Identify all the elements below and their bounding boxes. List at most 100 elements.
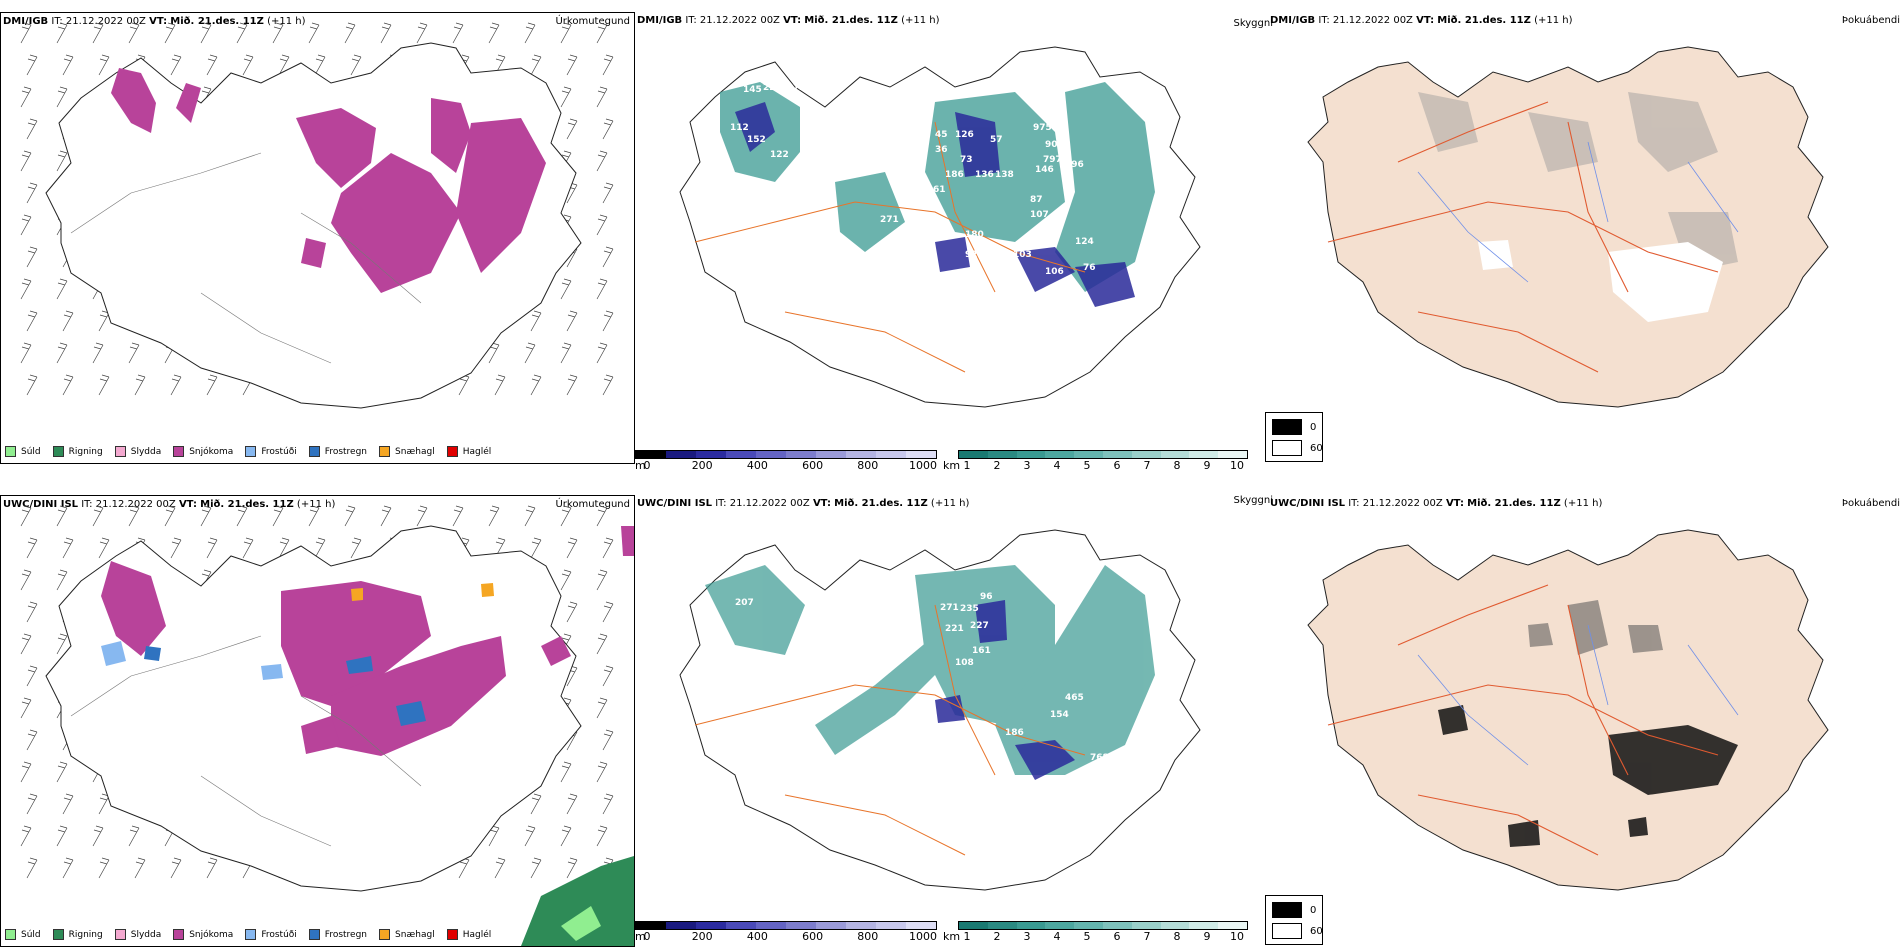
- colorbar-tick: 6: [1113, 459, 1121, 472]
- colorbar-tick: 200: [691, 459, 713, 472]
- wind-barb: [128, 825, 140, 847]
- wind-barb: [560, 825, 572, 847]
- wind-barb: [602, 310, 614, 332]
- wind-barb: [128, 342, 140, 364]
- visibility-colorbar-row1: [958, 450, 1248, 459]
- wind-barb: [92, 342, 104, 364]
- legend-swatch: [173, 929, 185, 940]
- wind-barb: [416, 22, 428, 44]
- cloud-base-value: 103: [1013, 250, 1032, 260]
- wind-barb: [206, 374, 218, 396]
- wind-barb: [134, 857, 146, 879]
- wind-barb: [602, 793, 614, 815]
- colorbar-cell: [906, 922, 936, 929]
- legend-swatch: [52, 446, 64, 457]
- wind-barb: [530, 310, 542, 332]
- legend-item-frostúði: Frostúði: [245, 929, 297, 940]
- wind-barb: [602, 182, 614, 204]
- cloud-base-value: 198: [1000, 786, 1019, 796]
- wind-barb: [206, 54, 218, 76]
- wind-barb: [242, 54, 254, 76]
- fog-header-row2: UWC/DINI ISL IT: 21.12.2022 00Z VT: Mið.…: [1270, 498, 1603, 509]
- wind-barb: [56, 278, 68, 300]
- fog-map-row2: [1307, 529, 1829, 891]
- wind-barb: [128, 22, 140, 44]
- legend-label: Snæhagl: [395, 929, 435, 940]
- legend-swatch: [245, 929, 257, 940]
- colorbar-tick: 0: [643, 459, 651, 472]
- cloud-base-value: 207: [735, 598, 754, 608]
- wind-barb: [26, 374, 38, 396]
- wind-barb: [524, 505, 536, 527]
- wind-barb: [602, 601, 614, 623]
- wind-barb: [530, 793, 542, 815]
- precip-legend-row1: Súld Rigning Slydda Snjókoma Frostúði Frostre…: [5, 446, 503, 457]
- wind-barb: [98, 537, 110, 559]
- wind-barb: [56, 22, 68, 44]
- wind-barb: [452, 505, 464, 527]
- wind-barb: [596, 825, 608, 847]
- wind-barb: [56, 569, 68, 591]
- wind-barb: [56, 633, 68, 655]
- colorbar-tick: 10: [1230, 459, 1244, 472]
- colorbar-cell: [1016, 451, 1046, 458]
- precip-title-row1: Úrkomutegund: [555, 16, 630, 27]
- wind-barb: [236, 22, 248, 44]
- precip-title-row2: Úrkomutegund: [555, 499, 630, 510]
- fog-label-60: 60: [1310, 925, 1323, 937]
- wind-barb: [56, 761, 68, 783]
- colorbar-cell: [846, 451, 876, 458]
- colorbar-cell: [876, 451, 906, 458]
- wind-barb: [92, 22, 104, 44]
- cloud-base-value: 180: [965, 230, 984, 240]
- wind-barb: [560, 505, 572, 527]
- wind-barb: [488, 22, 500, 44]
- cloud-base-colorbar-row1: [635, 450, 937, 459]
- fog-header-row1: DMI/IGB IT: 21.12.2022 00Z VT: Mið. 21.d…: [1270, 15, 1573, 26]
- wind-barb: [566, 54, 578, 76]
- wind-barb: [20, 761, 32, 783]
- wind-barb: [170, 54, 182, 76]
- colorbar-tick: 3: [1023, 459, 1031, 472]
- cloud-base-value: 154: [1050, 710, 1069, 720]
- colorbar-tick: 4: [1053, 930, 1061, 943]
- wind-barb: [602, 246, 614, 268]
- wind-barb: [98, 857, 110, 879]
- wind-barb: [530, 537, 542, 559]
- visibility-ticks-row1: 1 2 3 4 5 6 7 8 9 10: [964, 459, 1249, 473]
- colorbar-cell: [987, 451, 1017, 458]
- wind-barb: [314, 537, 326, 559]
- wind-barb: [272, 505, 284, 527]
- colorbar-cell: [1102, 922, 1132, 929]
- fog-legend-row2: 0 60: [1265, 895, 1323, 945]
- fog-swatch-0: [1272, 902, 1302, 918]
- cloud-base-colorbar-row2: [635, 921, 937, 930]
- colorbar-tick: 400: [746, 459, 768, 472]
- legend-label: Haglél: [462, 929, 492, 940]
- cloud-base-value: 227: [970, 621, 989, 631]
- cloud-base-value: 124: [1075, 237, 1094, 247]
- fog-label-60: 60: [1310, 442, 1323, 454]
- cloud-base-areas: [735, 102, 1135, 307]
- wind-barb: [62, 793, 74, 815]
- cloud-base-value: 71: [915, 237, 928, 247]
- cloud-base-value: 112: [730, 123, 749, 133]
- cloud-base-value: 106: [1045, 267, 1064, 277]
- legend-item-slydda: Slydda: [114, 446, 161, 457]
- wind-barb: [596, 342, 608, 364]
- snow-areas: [111, 68, 546, 293]
- wind-barb: [200, 505, 212, 527]
- wind-barb: [170, 857, 182, 879]
- cloud-base-value: 138: [995, 170, 1014, 180]
- colorbar-cell: [1102, 451, 1132, 458]
- colorbar-cell: [1189, 451, 1219, 458]
- legend-label: Rigning: [68, 929, 103, 940]
- fog-swatch-60: [1272, 440, 1302, 456]
- wind-barb: [596, 505, 608, 527]
- cloud-base-value: 72: [793, 83, 806, 93]
- fog-swatch-0: [1272, 419, 1302, 435]
- legend-label: Snjókoma: [189, 929, 234, 940]
- colorbar-tick: 600: [802, 930, 824, 943]
- snow-areas: [101, 526, 634, 756]
